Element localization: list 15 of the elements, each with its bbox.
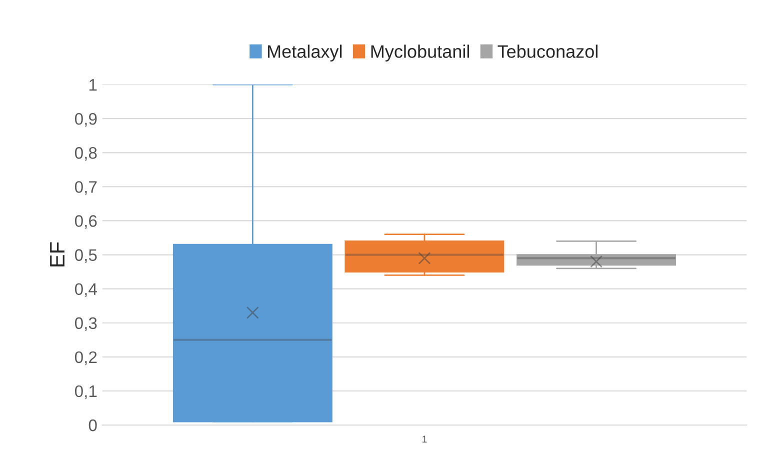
y-tick-label: 1 <box>89 79 97 91</box>
y-tick-label: 0,8 <box>74 147 97 161</box>
y-axis-title: EF <box>50 242 64 266</box>
legend-label: Tebuconazol <box>498 44 598 58</box>
y-tick-label: 0,9 <box>74 112 97 127</box>
y-tick-label: 0 <box>88 419 97 432</box>
y-tick-label: 0,5 <box>74 249 97 263</box>
y-tick-label: 0,6 <box>74 215 97 229</box>
legend-label: Metalaxyl <box>268 44 342 62</box>
legend-label: Myclobutanil <box>371 44 470 62</box>
y-tick-label: 0,7 <box>74 181 97 195</box>
y-tick-label: 0,1 <box>74 385 97 400</box>
y-tick-label: 0,3 <box>74 317 97 332</box>
y-tick-label: 0,2 <box>74 351 97 366</box>
y-tick-label: 0,4 <box>74 283 97 297</box>
